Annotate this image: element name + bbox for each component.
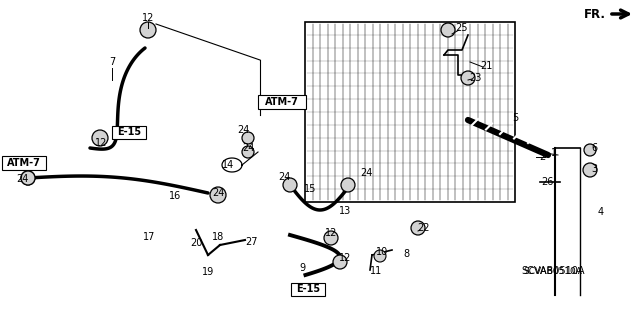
Text: E-15: E-15	[117, 127, 141, 137]
Text: 25: 25	[456, 23, 468, 33]
Text: 3: 3	[591, 164, 597, 174]
Text: 27: 27	[244, 237, 257, 247]
Circle shape	[341, 178, 355, 192]
Text: 1: 1	[551, 148, 557, 158]
Text: 20: 20	[190, 238, 202, 248]
Circle shape	[242, 132, 254, 144]
Text: 19: 19	[202, 267, 214, 277]
Text: 4: 4	[598, 207, 604, 217]
Text: 14: 14	[222, 160, 234, 170]
Text: SCVAB0510A: SCVAB0510A	[524, 266, 582, 276]
Circle shape	[140, 22, 156, 38]
Text: 24: 24	[360, 168, 372, 178]
Text: ATM-7: ATM-7	[265, 97, 299, 107]
Text: 21: 21	[480, 61, 492, 71]
Text: ATM-7: ATM-7	[7, 158, 41, 168]
Circle shape	[461, 71, 475, 85]
Text: 15: 15	[304, 184, 316, 194]
Text: 8: 8	[403, 249, 409, 259]
Text: 18: 18	[212, 232, 224, 242]
Text: 24: 24	[16, 174, 28, 184]
Circle shape	[584, 144, 596, 156]
Text: 22: 22	[418, 223, 430, 233]
Circle shape	[583, 163, 597, 177]
Text: 23: 23	[469, 73, 481, 83]
Text: 12: 12	[95, 138, 107, 148]
Text: FR.: FR.	[584, 8, 606, 20]
Text: 12: 12	[339, 253, 351, 263]
Text: 12: 12	[142, 13, 154, 23]
Bar	[291, 283, 325, 296]
Circle shape	[374, 250, 386, 262]
Text: 9: 9	[299, 263, 305, 273]
Text: 6: 6	[591, 143, 597, 153]
Text: SCVAB0510A: SCVAB0510A	[521, 266, 585, 276]
Text: E-15: E-15	[296, 284, 320, 294]
Text: 17: 17	[143, 232, 155, 242]
Text: 16: 16	[169, 191, 181, 201]
Circle shape	[92, 130, 108, 146]
Text: 26: 26	[541, 177, 553, 187]
Text: 13: 13	[339, 206, 351, 216]
Text: 24: 24	[278, 172, 290, 182]
Bar	[305, 22, 515, 202]
Bar	[2, 156, 46, 170]
Circle shape	[324, 231, 338, 245]
Text: 11: 11	[370, 266, 382, 276]
Text: 24: 24	[242, 143, 254, 153]
Circle shape	[21, 171, 35, 185]
Text: 12: 12	[325, 228, 337, 238]
Circle shape	[242, 146, 254, 158]
Circle shape	[283, 178, 297, 192]
Text: 7: 7	[109, 57, 115, 67]
Text: 2: 2	[539, 152, 545, 162]
Text: 24: 24	[212, 188, 224, 198]
Bar	[112, 126, 146, 139]
Circle shape	[441, 23, 455, 37]
Text: 5: 5	[512, 113, 518, 123]
Circle shape	[411, 221, 425, 235]
Circle shape	[21, 171, 35, 185]
Circle shape	[210, 187, 226, 203]
Text: 24: 24	[237, 125, 249, 135]
Bar	[258, 95, 306, 109]
Text: 10: 10	[376, 247, 388, 257]
Circle shape	[333, 255, 347, 269]
